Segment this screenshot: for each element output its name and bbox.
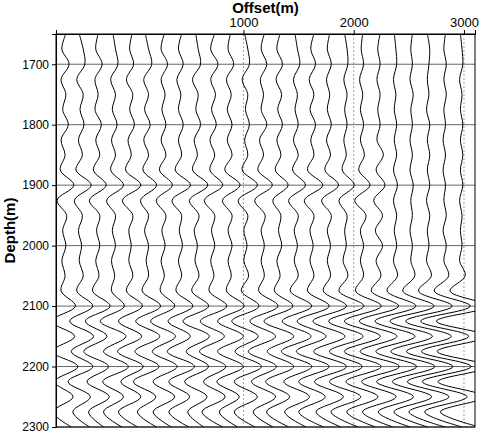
trace (200, 34, 227, 427)
tick: 2200 (22, 360, 56, 374)
tick-label: 2200 (22, 360, 49, 374)
tick-mark (52, 427, 56, 428)
trace (390, 34, 435, 427)
tick-mark (52, 64, 56, 65)
trace (118, 34, 144, 427)
trace (232, 34, 262, 427)
traces (56, 34, 475, 427)
plot-area: 1000 2000 3000 1700 1800 1900 2000 2100 2200 2300 (22, 15, 488, 434)
tick-mark (52, 306, 56, 307)
tick: 2000 (22, 239, 56, 253)
tick-label: 1900 (22, 178, 49, 192)
tick: 1000 (229, 15, 258, 34)
trace (217, 34, 244, 427)
trace (183, 34, 209, 427)
tick-label: 2300 (22, 420, 49, 434)
trace (248, 34, 278, 427)
tick-label: 2000 (22, 239, 49, 253)
trace (68, 34, 94, 427)
trace (296, 34, 329, 427)
trace (421, 34, 471, 427)
tick: 2300 (22, 420, 56, 434)
tick: 3000 (450, 15, 479, 34)
tick: 2100 (22, 299, 56, 313)
grid (56, 34, 475, 427)
tick: 1900 (22, 178, 56, 192)
tick-mark (52, 246, 56, 247)
y-axis-title: Depth(m) (1, 198, 18, 264)
tick-label: 2100 (22, 299, 49, 313)
trace (264, 34, 294, 427)
tick-label: 3000 (450, 15, 479, 30)
trace (151, 34, 177, 427)
tick-mark (52, 367, 56, 368)
trace (313, 34, 347, 427)
x-axis: 1000 2000 3000 (57, 15, 479, 35)
tick-mark (354, 30, 355, 34)
trace (84, 34, 110, 427)
tick-label: 1800 (22, 118, 49, 132)
grid-line (463, 34, 464, 427)
plot-frame (56, 34, 475, 427)
trace (329, 34, 364, 427)
tick-label: 2000 (340, 15, 369, 30)
axis-line (57, 30, 476, 35)
tick-label: 1700 (22, 58, 49, 72)
tick-mark (243, 30, 244, 34)
grid-line (56, 185, 475, 186)
trace (56, 34, 78, 427)
tick-mark (464, 30, 465, 34)
tick-mark (52, 125, 56, 126)
trace (133, 34, 160, 427)
axis-line (52, 35, 57, 428)
x-axis-title: Offset(m) (232, 0, 299, 16)
tick: 1800 (22, 118, 56, 132)
grid-line (56, 366, 475, 367)
trace (436, 34, 475, 427)
grid-line (56, 306, 475, 307)
chart: 1000 2000 3000 1700 1800 1900 2000 2100 2200 2300… (0, 0, 493, 439)
tick: 2000 (340, 15, 369, 34)
trace (100, 34, 128, 427)
tick: 1700 (22, 58, 56, 72)
trace (281, 34, 311, 427)
trace (359, 34, 399, 427)
grid-line (353, 34, 354, 427)
tick-label: 1000 (229, 15, 258, 30)
y-axis: 1700 1800 1900 2000 2100 2200 2300 (22, 35, 56, 435)
trace (167, 34, 194, 427)
tick-mark (52, 185, 56, 186)
